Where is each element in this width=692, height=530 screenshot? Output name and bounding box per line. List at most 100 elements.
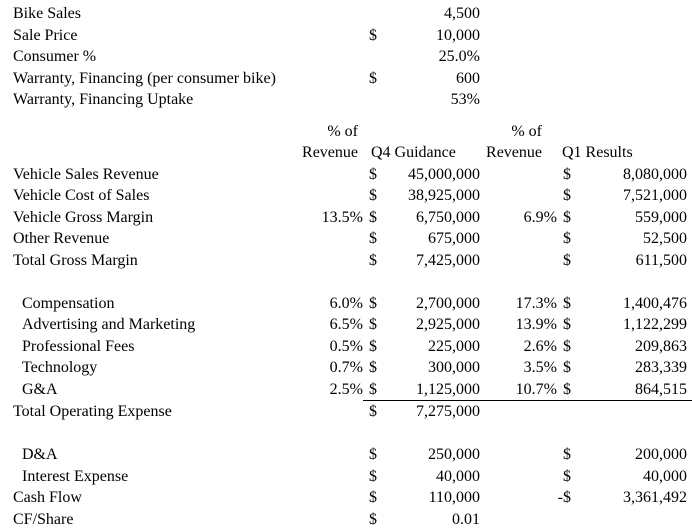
row-label: Vehicle Cost of Sales bbox=[13, 187, 150, 204]
q4-pct-cell bbox=[300, 487, 363, 509]
q1-pct-cell bbox=[480, 3, 557, 25]
q4-currency-cell: $ bbox=[369, 337, 377, 355]
q1-currency-cell: -$ bbox=[557, 489, 571, 506]
q1-pct-cell: 6.9% bbox=[523, 208, 557, 226]
q1-currency-cell bbox=[557, 25, 573, 47]
q4-pct-cell: 6.5% bbox=[329, 316, 363, 333]
q4-pct-cell bbox=[300, 185, 363, 207]
q4-currency-cell: $ bbox=[369, 446, 377, 463]
q1-currency-cell: $ bbox=[563, 294, 571, 312]
q1-currency-cell: $ bbox=[563, 316, 571, 333]
q1-value-cell: 52,500 bbox=[643, 230, 687, 247]
row-label: Sale Price bbox=[13, 26, 78, 44]
q1-value-cell: 283,339 bbox=[635, 359, 687, 376]
q1-pct-cell bbox=[480, 68, 557, 90]
q4-value-cell: 2,700,000 bbox=[416, 294, 480, 312]
q1-pct-cell bbox=[480, 487, 557, 509]
q4-pct-cell bbox=[300, 250, 363, 272]
row-label: Total Operating Expense bbox=[13, 402, 172, 420]
model-row: Professional Fees 0.5% $225,000 2.6% $209,86… bbox=[0, 336, 692, 358]
q4-currency-cell: $ bbox=[369, 294, 377, 312]
q1-currency-cell bbox=[557, 89, 573, 111]
q1-pct-cell: 17.3% bbox=[515, 294, 557, 312]
empty-cell bbox=[0, 142, 300, 164]
q1-currency-cell: $ bbox=[563, 165, 571, 183]
model-row: Cash Flow $110,000 -$ 3,361,492 bbox=[0, 487, 692, 509]
q4-value-cell: 300,000 bbox=[428, 359, 480, 376]
row-label: Professional Fees bbox=[22, 337, 135, 355]
q4-pct-cell: 2.5% bbox=[329, 380, 363, 398]
q4-pct-cell bbox=[300, 68, 363, 90]
financial-model-table: Bike Sales 4,500 Sale Price $10,000 Consumer… bbox=[0, 3, 692, 530]
assumption-row: Sale Price $10,000 bbox=[0, 25, 692, 47]
q4-pct-cell bbox=[300, 3, 363, 25]
row-label: Other Revenue bbox=[13, 230, 110, 247]
q4-value-cell: 2,925,000 bbox=[416, 316, 480, 333]
q1-currency-cell: $ bbox=[563, 446, 571, 463]
q1-value-cell bbox=[573, 509, 692, 530]
q4-pct-cell: 13.5% bbox=[321, 208, 363, 226]
q4-currency-cell bbox=[363, 89, 385, 111]
q1-pct-cell bbox=[480, 444, 557, 466]
q1-pct-cell: 2.6% bbox=[523, 337, 557, 355]
q1-currency-cell bbox=[557, 68, 573, 90]
q4-value-cell: 38,925,000 bbox=[408, 187, 480, 204]
row-label: G&A bbox=[22, 380, 58, 398]
q4-pct-cell bbox=[300, 444, 363, 466]
q4-value-cell: 675,000 bbox=[428, 230, 480, 247]
q1-pct-cell: 3.5% bbox=[523, 359, 557, 376]
q4-pct-cell bbox=[300, 228, 363, 250]
q4-guidance-column-header: Q4 Guidance bbox=[371, 144, 456, 161]
q4-value-cell: 53% bbox=[450, 91, 480, 108]
q1-pct-cell: 13.9% bbox=[515, 316, 557, 333]
q4-pct-cell bbox=[300, 46, 363, 68]
row-label: Vehicle Gross Margin bbox=[13, 208, 154, 226]
q4-pct-header-bottom: Revenue bbox=[302, 144, 358, 161]
q4-currency-cell: $ bbox=[369, 489, 377, 506]
q4-currency-cell: $ bbox=[369, 403, 377, 420]
q4-currency-cell bbox=[363, 46, 385, 68]
row-label: Advertising and Marketing bbox=[22, 316, 196, 333]
q1-pct-cell bbox=[480, 185, 557, 207]
model-row: CF/Share $0.01 bbox=[0, 509, 692, 530]
q1-pct-cell bbox=[480, 466, 557, 488]
model-row: Vehicle Cost of Sales $38,925,000 $7,521,0… bbox=[0, 185, 692, 207]
model-row: Advertising and Marketing 6.5% $2,925,000 1… bbox=[0, 314, 692, 336]
q1-pct-cell: 10.7% bbox=[480, 378, 557, 401]
q1-currency-cell bbox=[557, 401, 573, 423]
blank-row bbox=[0, 423, 692, 445]
assumption-row: Bike Sales 4,500 bbox=[0, 3, 692, 25]
q4-value-cell: 4,500 bbox=[444, 5, 480, 22]
model-row: Interest Expense $40,000 $40,000 bbox=[0, 466, 692, 488]
empty-cell bbox=[0, 121, 300, 143]
q1-pct-cell bbox=[480, 25, 557, 47]
row-label: Bike Sales bbox=[13, 5, 81, 22]
row-label: Warranty, Financing Uptake bbox=[13, 91, 194, 108]
q4-currency-cell: $ bbox=[363, 378, 385, 401]
q4-currency-cell: $ bbox=[369, 467, 377, 485]
q4-value-cell: 7,275,000 bbox=[416, 403, 480, 420]
q4-value-cell: 6,750,000 bbox=[416, 208, 480, 226]
q4-currency-cell: $ bbox=[369, 316, 377, 333]
q4-pct-cell bbox=[300, 466, 363, 488]
q4-currency-cell: $ bbox=[369, 208, 377, 226]
model-row: Compensation 6.0% $2,700,000 17.3% $1,400,47… bbox=[0, 293, 692, 315]
q1-value-cell bbox=[573, 68, 692, 90]
q4-pct-cell bbox=[300, 25, 363, 47]
q1-value-cell bbox=[573, 401, 692, 423]
row-label: CF/Share bbox=[13, 510, 74, 528]
q1-value-cell: 209,863 bbox=[635, 337, 687, 355]
q4-pct-cell bbox=[300, 401, 363, 423]
row-label: Vehicle Sales Revenue bbox=[13, 165, 159, 183]
q4-currency-cell bbox=[363, 3, 385, 25]
q1-pct-cell bbox=[480, 46, 557, 68]
q4-pct-cell bbox=[300, 509, 363, 530]
q1-pct-cell bbox=[480, 164, 557, 186]
q1-currency-cell: $ bbox=[563, 251, 571, 269]
row-label: Warranty, Financing (per consumer bike) bbox=[13, 69, 276, 87]
model-row: D&A $250,000 $200,000 bbox=[0, 444, 692, 466]
empty-cell bbox=[363, 121, 480, 143]
assumption-row: Warranty, Financing Uptake 53% bbox=[0, 89, 692, 111]
model-rows-section: Vehicle Sales Revenue $45,000,000 $8,080,0… bbox=[0, 164, 692, 530]
